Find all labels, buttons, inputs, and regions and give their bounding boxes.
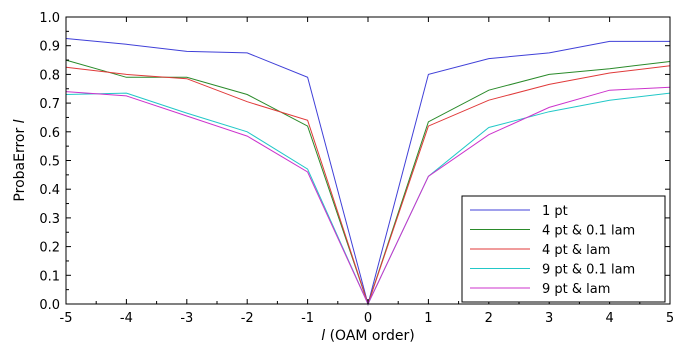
x-axis-label-italic: l	[321, 328, 325, 344]
x-tick-label: 3	[545, 311, 553, 326]
legend-label: 1 pt	[542, 204, 568, 219]
y-axis-label: ProbaError l	[12, 119, 28, 201]
x-tick-label: 1	[424, 311, 432, 326]
x-tick-label: -5	[60, 311, 73, 326]
y-tick-label: 0.1	[39, 269, 60, 284]
legend: 1 pt 4 pt & 0.1 lam 4 pt & lam 9 pt & 0.1 l…	[461, 195, 666, 303]
x-tick-label: -3	[180, 311, 193, 326]
x-axis-label-text: (OAM order)	[325, 328, 415, 344]
y-tick-label: 0.4	[39, 183, 60, 198]
legend-label: 9 pt & lam	[542, 282, 610, 297]
legend-label: 4 pt & lam	[542, 243, 610, 258]
y-axis-label-italic: l	[12, 119, 28, 123]
y-tick-label: 0.9	[39, 40, 60, 55]
x-tick-label: 0	[364, 311, 372, 326]
y-tick-label: 0.2	[39, 241, 60, 256]
x-tick-label: -2	[241, 311, 254, 326]
y-tick-label: 0.5	[39, 155, 60, 170]
x-tick-label: 2	[485, 311, 493, 326]
x-tick-label: -4	[120, 311, 133, 326]
legend-label: 9 pt & 0.1 lam	[542, 263, 635, 278]
y-tick-label: 0.6	[39, 126, 60, 141]
x-axis-label: l (OAM order)	[321, 328, 414, 344]
x-tick-label: -1	[301, 311, 314, 326]
x-tick-label: 4	[605, 311, 613, 326]
y-tick-label: 0.3	[39, 212, 60, 227]
y-tick-label: 1.0	[39, 11, 60, 26]
ticks-layer: -5 -4 -3 -2 -1 0 1 2 3 4 5 0.0 0.1 0.2 0.3 0.4 0.5 0.6 0.7…	[39, 11, 674, 326]
y-tick-label: 0.0	[39, 298, 60, 313]
legend-label: 4 pt & 0.1 lam	[542, 224, 635, 239]
y-tick-label: 0.7	[39, 97, 60, 112]
legend-box	[461, 195, 666, 303]
y-axis-label-text: ProbaError	[12, 123, 28, 201]
y-tick-label: 0.8	[39, 68, 60, 83]
x-tick-label: 5	[666, 311, 674, 326]
